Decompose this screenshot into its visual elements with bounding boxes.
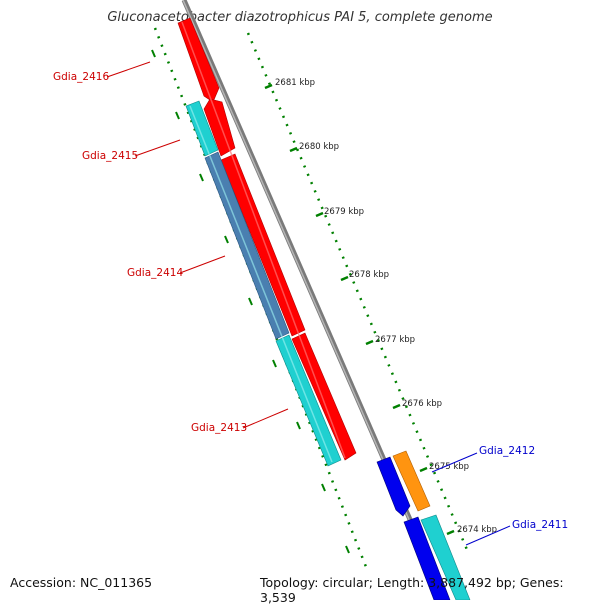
inner-track-ticks — [151, 49, 350, 554]
minus-strand-genes — [177, 17, 357, 461]
leader-gdia-2411 — [465, 525, 511, 546]
outer-dotted-track — [246, 32, 470, 553]
red-gene-sheen — [181, 21, 346, 459]
gene-2412-blue-arrow[interactable] — [376, 456, 411, 517]
gene-label-gdia-2411[interactable]: Gdia_2411 — [512, 519, 568, 531]
inner-tick — [248, 297, 253, 306]
leader-gdia-2416 — [106, 61, 151, 78]
scale-label: 2674 kbp — [457, 525, 497, 535]
gene-label-gdia-2415[interactable]: Gdia_2415 — [82, 150, 138, 162]
scale-label: 2679 kbp — [324, 207, 364, 217]
scale-labels: 2681 kbp 2680 kbp 2679 kbp 2678 kbp 2677… — [275, 78, 497, 535]
inner-tick — [272, 359, 277, 368]
genome-summary-text: Topology: circular; Length: 3,887,492 bp… — [260, 575, 564, 605]
scale-label: 2681 kbp — [275, 78, 315, 88]
scale-tick — [315, 211, 324, 218]
inner-dotted-track — [153, 27, 370, 573]
scale-tick — [392, 403, 401, 410]
gene-2413-cyan-arrow[interactable] — [275, 334, 342, 467]
inner-tick — [345, 545, 350, 554]
cyan-gene-sheen — [189, 105, 333, 463]
gene-label-gdia-2416[interactable]: Gdia_2416 — [53, 71, 109, 83]
outer-dotted-line — [246, 32, 470, 553]
gene-2414-steel-arrow[interactable] — [204, 151, 290, 340]
scale-label: 2678 kbp — [349, 270, 389, 280]
label-leaders — [106, 61, 511, 546]
inner-tick — [296, 421, 301, 430]
scale-tick — [446, 529, 455, 536]
scale-label: 2677 kbp — [375, 335, 415, 345]
scale-tick — [419, 466, 428, 473]
inner-tick — [151, 49, 156, 58]
inner-dotted-line — [153, 27, 370, 573]
accession-text: Accession: NC_011365 — [10, 575, 153, 590]
gene-2411-blue-arrow[interactable] — [403, 516, 451, 600]
scale-label: 2676 kbp — [402, 399, 442, 409]
gene-label-gdia-2412[interactable]: Gdia_2412 — [479, 445, 535, 457]
plus-strand-genes — [376, 450, 471, 600]
gene-2414-red-arrow[interactable] — [220, 153, 306, 337]
gene-2411-cyan-arrow[interactable] — [420, 514, 471, 600]
leader-gdia-2412 — [431, 452, 478, 473]
scale-tick — [340, 275, 349, 282]
inner-tick — [224, 235, 229, 244]
leader-gdia-2413 — [242, 408, 289, 429]
map-title: Gluconacetobacter diazotrophicus PAI 5, … — [107, 10, 493, 25]
minus-strand-inner-genes — [185, 100, 342, 467]
outer-track-ticks — [264, 83, 455, 536]
leader-gdia-2414 — [179, 255, 226, 274]
gene-label-gdia-2414[interactable]: Gdia_2414 — [127, 267, 183, 279]
scale-label: 2680 kbp — [299, 142, 339, 152]
gene-label-gdia-2413[interactable]: Gdia_2413 — [191, 422, 247, 434]
inner-tick — [199, 173, 204, 182]
leader-gdia-2415 — [134, 139, 181, 157]
gene-2412-orange-arrow[interactable] — [392, 450, 431, 512]
inner-tick — [321, 483, 326, 492]
gene-labels: Gdia_2416 Gdia_2415 Gdia_2414 Gdia_2413 … — [53, 71, 568, 531]
gene-2413-red-arrow[interactable] — [291, 332, 357, 461]
scale-tick — [289, 146, 298, 153]
scale-label: 2675 kbp — [429, 462, 469, 472]
inner-tick — [175, 111, 180, 120]
scale-tick — [365, 339, 374, 346]
scale-tick — [264, 83, 273, 90]
